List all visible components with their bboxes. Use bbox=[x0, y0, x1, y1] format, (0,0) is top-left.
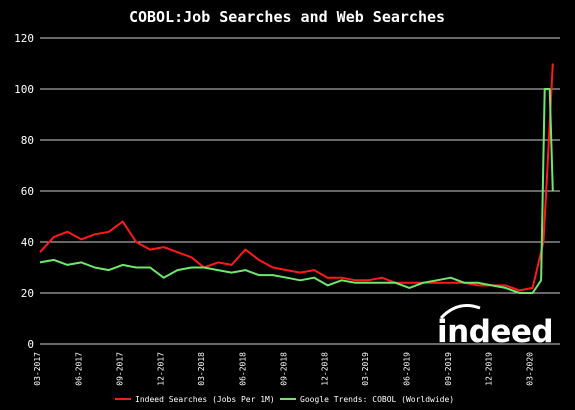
google-trends-line bbox=[39, 88, 554, 294]
x-tick-label: 03-2018 bbox=[197, 352, 206, 386]
y-tick-label: 60 bbox=[21, 185, 34, 198]
y-tick-label: 0 bbox=[27, 338, 34, 351]
x-tick-label: 12-2018 bbox=[321, 352, 330, 386]
legend-label-indeed: Indeed Searches (Jobs Per 1M) bbox=[135, 395, 275, 404]
y-tick-label: 40 bbox=[21, 236, 34, 249]
y-tick-label: 80 bbox=[21, 134, 34, 147]
y-axis-ticks: 0 20 40 60 80 100 120 bbox=[14, 32, 34, 351]
y-tick-label: 100 bbox=[14, 83, 34, 96]
grid bbox=[40, 37, 560, 345]
x-tick-label: 09-2017 bbox=[116, 352, 125, 386]
legend: Indeed Searches (Jobs Per 1M) Google Tre… bbox=[115, 395, 454, 404]
x-tick-label: 06-2017 bbox=[74, 352, 83, 386]
x-tick-label: 12-2019 bbox=[485, 352, 494, 386]
y-tick-label: 20 bbox=[21, 287, 34, 300]
indeed-logo-arc bbox=[439, 304, 481, 320]
x-tick-label: 03-2020 bbox=[526, 352, 535, 386]
x-tick-label: 12-2017 bbox=[157, 352, 166, 386]
x-tick-label: 09-2019 bbox=[444, 352, 453, 386]
indeed-logo: indeed bbox=[437, 304, 554, 350]
legend-label-google: Google Trends: COBOL (Worldwide) bbox=[300, 395, 454, 404]
x-tick-label: 03-2019 bbox=[361, 352, 370, 386]
x-tick-label: 03-2017 bbox=[33, 352, 42, 386]
indeed-searches-line bbox=[39, 63, 554, 292]
y-tick-label: 120 bbox=[14, 32, 34, 45]
x-tick-label: 06-2018 bbox=[238, 352, 247, 386]
indeed-logo-text: indeed bbox=[437, 314, 553, 350]
x-tick-label: 09-2018 bbox=[280, 352, 289, 386]
series bbox=[39, 63, 554, 294]
chart-title: COBOL:Job Searches and Web Searches bbox=[129, 8, 445, 26]
x-tick-label: 06-2019 bbox=[402, 352, 411, 386]
x-axis-ticks: 03-2017 06-2017 09-2017 12-2017 03-2018 06-20… bbox=[33, 352, 535, 386]
